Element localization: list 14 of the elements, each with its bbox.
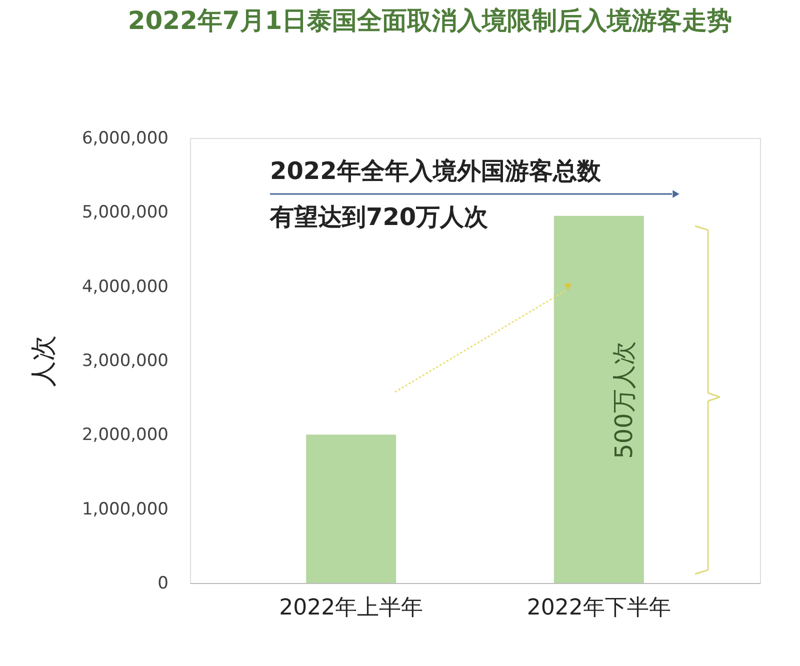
y-tick-label: 3,000,000 (82, 351, 168, 371)
y-tick-label: 4,000,000 (82, 276, 168, 297)
y-tick-label: 6,000,000 (82, 128, 168, 148)
x-tick-label: 2022年下半年 (526, 596, 671, 620)
annotation: 2022年全年入境外国游客总数 (270, 157, 602, 185)
y-tick-label: 5,000,000 (82, 202, 168, 223)
annotation: 有望达到720万人次 (269, 203, 490, 231)
annotation: 500万人次 (610, 341, 638, 459)
chart-title: 2022年7月1日泰国全面取消入境限制后入境游客走势 (128, 6, 732, 35)
y-tick-label: 0 (158, 574, 168, 594)
y-tick-label: 1,000,000 (82, 499, 168, 520)
x-tick-label: 2022年上半年 (279, 596, 424, 620)
y-tick-label: 2,000,000 (82, 425, 168, 446)
y-axis-title: 人次 (28, 335, 59, 387)
